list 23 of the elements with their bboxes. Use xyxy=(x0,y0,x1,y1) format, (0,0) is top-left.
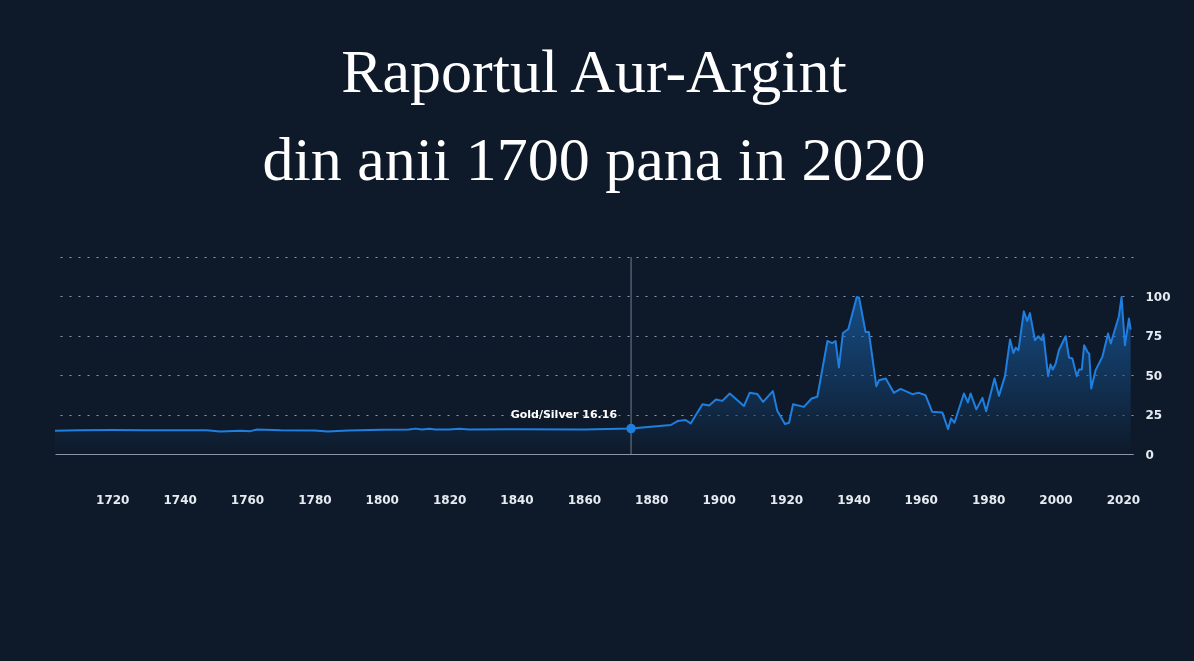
x-tick-label: 2020 xyxy=(1106,492,1141,507)
x-tick-label: 1840 xyxy=(500,492,534,507)
y-tick-label: 75 xyxy=(1145,329,1163,344)
x-tick-label: 1980 xyxy=(971,492,1006,507)
x-tick-label: 1940 xyxy=(837,492,871,507)
x-tick-label: 1780 xyxy=(298,492,332,507)
x-tick-label: 1960 xyxy=(904,492,938,507)
x-tick-label: 1900 xyxy=(702,492,736,507)
x-tick-label: 1860 xyxy=(567,492,602,507)
x-tick-label: 2000 xyxy=(1039,492,1073,507)
y-tick-label: 50 xyxy=(1145,368,1163,383)
x-tick-label: 1720 xyxy=(96,492,130,507)
chart-title: Raportul Aur-Argint din anii 1700 pana in 2020 xyxy=(262,37,926,193)
x-tick-label: 1760 xyxy=(230,492,265,507)
y-tick-label: 0 xyxy=(1145,447,1154,462)
x-tick-label: 1800 xyxy=(365,492,399,507)
annotation: Gold/Silver 16.16 xyxy=(510,407,618,421)
x-tick-label: 1920 xyxy=(769,492,804,507)
x-tick-label: 1820 xyxy=(432,492,467,507)
x-tick-label: 1880 xyxy=(635,492,669,507)
y-tick-label: 100 xyxy=(1145,289,1171,304)
x-tick-label: 1740 xyxy=(163,492,197,507)
y-tick-label: 25 xyxy=(1145,408,1163,423)
